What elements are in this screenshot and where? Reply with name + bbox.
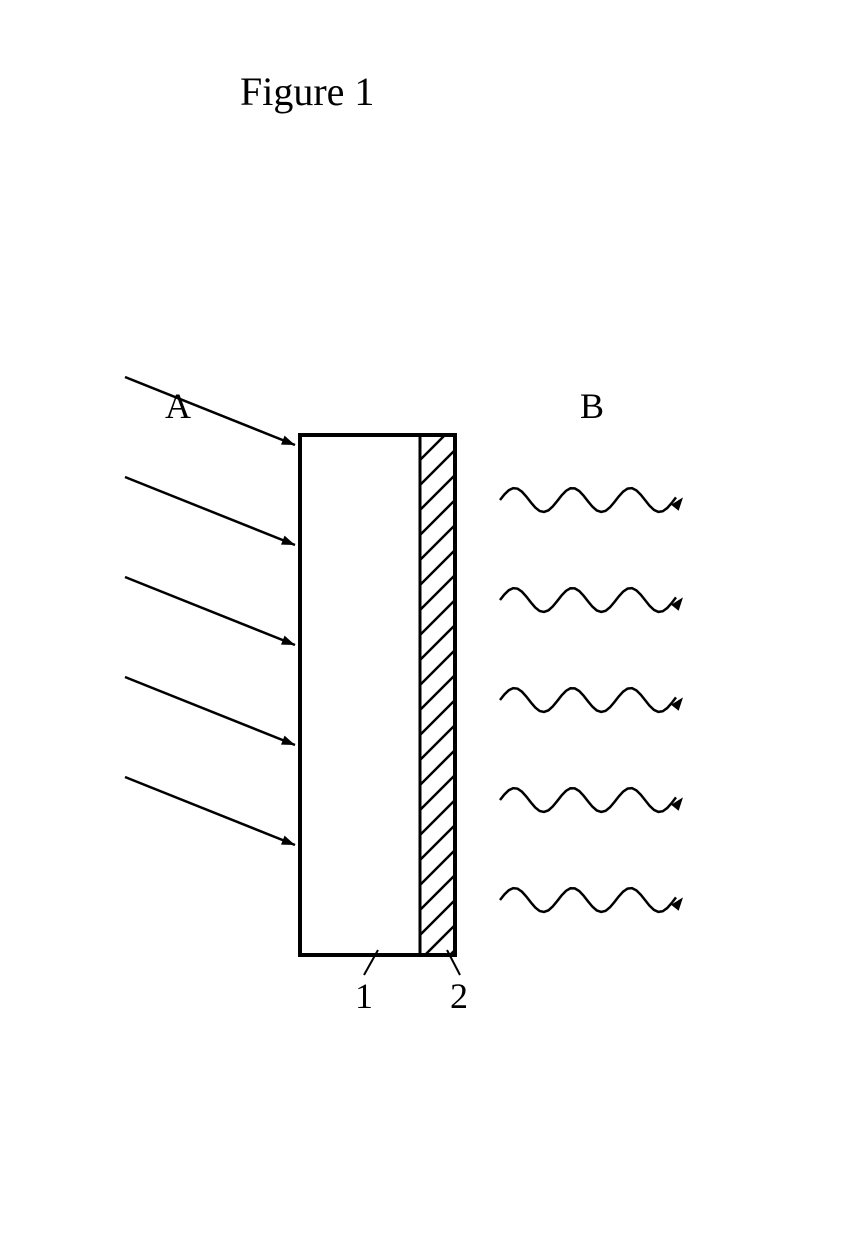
figure-svg <box>0 0 846 1241</box>
figure-page: Figure 1 A B 1 2 <box>0 0 846 1241</box>
